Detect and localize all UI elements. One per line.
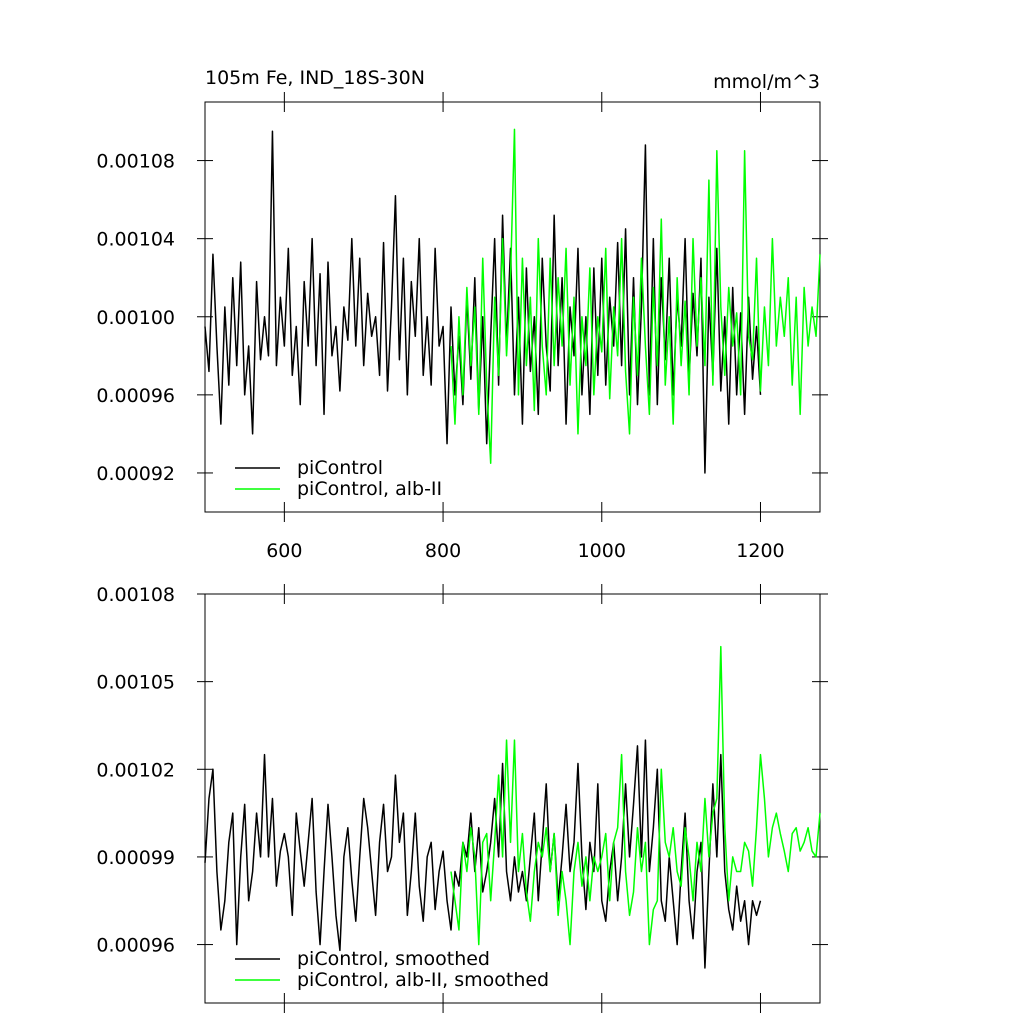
legend-label: piControl, alb-II	[297, 478, 442, 500]
y-tick-label: 0.00096	[96, 935, 175, 957]
units-label: mmol/m^3	[713, 71, 820, 93]
x-tick-label: 600	[266, 540, 302, 562]
x-tick-label: 800	[425, 540, 461, 562]
y-tick-label: 0.00104	[96, 229, 175, 251]
y-tick-label: 0.00100	[96, 307, 175, 329]
series-line	[204, 130, 762, 474]
series-line	[204, 739, 762, 969]
y-tick-label: 0.00108	[96, 151, 175, 173]
x-tick-label: 1200	[736, 540, 784, 562]
series-line	[450, 128, 821, 464]
legend-label: piControl, alb-II, smoothed	[297, 969, 549, 991]
y-tick-label: 0.00099	[96, 847, 175, 869]
y-tick-label: 0.00092	[96, 463, 175, 485]
plot-frame	[204, 593, 821, 1004]
y-tick-label: 0.00105	[96, 672, 175, 694]
y-tick-label: 0.00096	[96, 385, 175, 407]
legend-label: piControl, smoothed	[297, 948, 490, 970]
chart-title: 105m Fe, IND_18S-30N	[205, 67, 425, 89]
plot-frame	[204, 101, 821, 513]
series-line	[450, 645, 821, 946]
legend-label: piControl	[297, 457, 383, 479]
y-tick-label: 0.00108	[96, 584, 175, 606]
y-tick-label: 0.00102	[96, 759, 175, 781]
x-tick-label: 1000	[578, 540, 626, 562]
